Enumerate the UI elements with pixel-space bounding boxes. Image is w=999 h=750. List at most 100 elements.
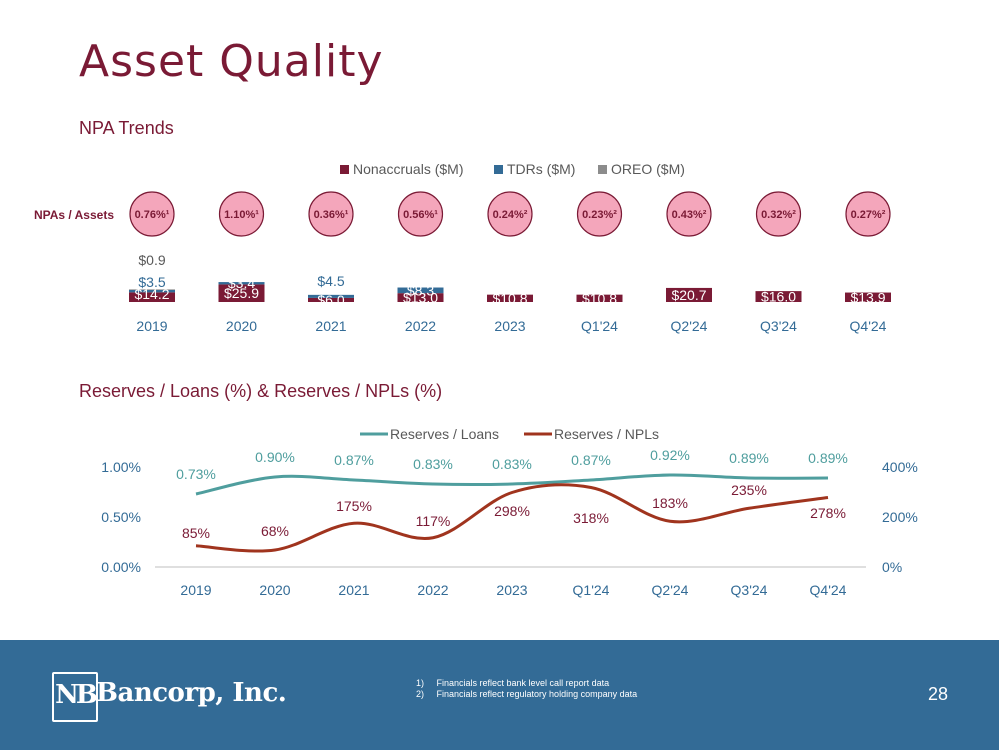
bar-0 (666, 287, 712, 302)
x-tick-label: Q1'24 (573, 582, 610, 598)
ratio-value: 0.23%² (582, 209, 617, 221)
ratio-value: 0.43%² (672, 209, 707, 221)
bar-2 (129, 289, 175, 290)
data-label-reserves-loans: 0.92% (650, 447, 690, 463)
bar-1 (308, 294, 354, 298)
x-tick-label: 2019 (136, 318, 167, 334)
x-tick-label: Q1'24 (581, 318, 618, 334)
x-tick-label: Q2'24 (652, 582, 689, 598)
data-label-reserves-npls: 235% (731, 482, 767, 498)
ratio-value: 0.27%² (851, 209, 886, 221)
footnote-1: 1) Financials reflect bank level call re… (416, 678, 610, 688)
bar-1 (397, 287, 444, 294)
ratio-circle (218, 191, 265, 237)
ratio-value: 0.56%¹ (403, 209, 438, 221)
series-line-reserves-npls (195, 483, 829, 553)
ratio-circle (308, 191, 354, 237)
x-tick-label: 2019 (180, 582, 211, 598)
data-label-reserves-npls: 175% (336, 498, 372, 514)
x-tick-label: Q3'24 (760, 318, 797, 334)
logo-mark: NB (55, 680, 98, 710)
data-label-nonaccruals: $13.0 (403, 290, 438, 306)
data-label-nonaccruals: $10.8 (492, 290, 527, 306)
ratio-value: 0.36%¹ (314, 209, 349, 221)
page-title: Asset Quality (79, 36, 384, 87)
data-label-reserves-loans: 0.83% (413, 456, 453, 472)
ratio-circle (755, 191, 802, 237)
footnote-2: 2) Financials reflect regulatory holding… (416, 689, 638, 699)
data-label-nonaccruals: $16.0 (761, 289, 796, 305)
logo-icon: NB (52, 672, 98, 722)
data-label-reserves-npls: 278% (810, 505, 846, 521)
legend-swatch-1 (494, 165, 503, 174)
data-label-tdrs: $3.4 (228, 275, 255, 291)
page-number: 28 (928, 684, 949, 704)
data-label-reserves-loans: 0.90% (255, 449, 295, 465)
ratio-circle (487, 191, 533, 237)
bar-0 (218, 284, 265, 302)
legend-label-0: Reserves / Loans (390, 426, 499, 442)
ratio-value: 0.24%² (493, 209, 528, 221)
data-label-nonaccruals: $13.9 (850, 289, 885, 305)
ratio-circle (129, 191, 175, 237)
bar-1 (129, 289, 175, 293)
y-left-tick-label: 0.00% (101, 559, 141, 575)
x-tick-label: 2020 (259, 582, 290, 598)
ratio-circle (845, 191, 891, 237)
legend-label-1: Reserves / NPLs (554, 426, 659, 442)
data-label-tdrs: $3.5 (138, 274, 165, 290)
npa-trends-chart: Nonaccruals ($M) TDRs ($M) OREO ($M) NPAs /… (34, 161, 891, 334)
bar-0 (397, 293, 444, 302)
ratio-circle (666, 191, 712, 237)
bar-0 (845, 292, 891, 302)
data-label-reserves-loans: 0.89% (808, 450, 848, 466)
data-label-tdrs: $4.5 (317, 273, 344, 289)
data-label-nonaccruals: $14.2 (134, 286, 169, 302)
data-label-oreo: $0.9 (138, 252, 165, 268)
y-right-tick-label: 200% (882, 509, 918, 525)
data-label-reserves-npls: 298% (494, 503, 530, 519)
bar-0 (308, 297, 354, 302)
x-tick-label: 2021 (338, 582, 369, 598)
x-tick-label: Q4'24 (850, 318, 887, 334)
x-tick-label: Q2'24 (671, 318, 708, 334)
footer-bar: NB Bancorp, Inc. 1) Financials reflect b… (0, 640, 999, 750)
data-label-reserves-npls: 117% (416, 513, 451, 529)
legend-swatch-2 (598, 165, 607, 174)
ratio-row-label: NPAs / Assets (34, 208, 114, 222)
logo-text: Bancorp, Inc. (96, 678, 287, 708)
data-label-reserves-npls: 85% (182, 525, 210, 541)
x-tick-label: 2022 (405, 318, 436, 334)
ratio-value: 1.10%¹ (224, 209, 259, 221)
legend-label-1: TDRs ($M) (507, 161, 575, 177)
legend-label-2: OREO ($M) (611, 161, 685, 177)
x-tick-label: 2023 (494, 318, 525, 334)
data-label-reserves-npls: 68% (261, 523, 289, 539)
ratio-value: 0.32%² (761, 209, 796, 221)
data-label-reserves-npls: 318% (573, 510, 609, 526)
series-line-reserves-loans (195, 473, 829, 496)
y-right-tick-label: 400% (882, 459, 918, 475)
reserves-chart-title: Reserves / Loans (%) & Reserves / NPLs (… (79, 381, 443, 401)
data-label-nonaccruals: $6.0 (317, 292, 344, 308)
bar-1 (218, 282, 265, 285)
data-label-reserves-loans: 0.89% (729, 450, 769, 466)
data-label-tdrs: $8.3 (407, 282, 434, 298)
data-label-nonaccruals: $25.9 (224, 285, 259, 301)
x-tick-label: 2022 (417, 582, 448, 598)
x-tick-label: 2023 (496, 582, 527, 598)
x-tick-label: 2020 (226, 318, 257, 334)
bar-0 (576, 294, 623, 302)
reserves-chart: 0.00% 0.50% 1.00% 0% 200% 400% 2019 2020 2021 202… (101, 426, 918, 598)
ratio-circle (397, 191, 444, 237)
data-label-reserves-npls: 183% (652, 495, 688, 511)
data-label-nonaccruals: $10.8 (582, 290, 617, 306)
y-left-tick-label: 1.00% (101, 459, 141, 475)
legend-label-0: Nonaccruals ($M) (353, 161, 463, 177)
x-tick-label: Q3'24 (731, 582, 768, 598)
footnotes: 1) Financials reflect bank level call re… (416, 678, 637, 700)
x-tick-label: Q4'24 (810, 582, 847, 598)
y-right-tick-label: 0% (882, 559, 902, 575)
legend-swatch-0 (340, 165, 349, 174)
bar-0 (129, 292, 175, 302)
